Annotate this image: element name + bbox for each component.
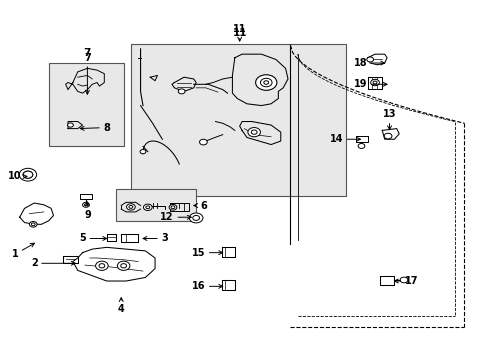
Circle shape: [140, 149, 145, 154]
Text: 17: 17: [394, 276, 417, 286]
Circle shape: [143, 204, 152, 211]
Circle shape: [255, 75, 276, 90]
Text: 10: 10: [8, 171, 27, 181]
Text: 7: 7: [83, 48, 91, 58]
Circle shape: [189, 213, 203, 223]
Circle shape: [31, 223, 35, 226]
Circle shape: [247, 127, 260, 137]
Text: 11: 11: [232, 24, 246, 41]
Circle shape: [264, 81, 268, 84]
Circle shape: [29, 221, 37, 227]
Text: 8: 8: [80, 122, 110, 132]
Text: 11: 11: [232, 28, 246, 38]
Circle shape: [99, 264, 104, 268]
Circle shape: [19, 168, 37, 181]
Text: 19: 19: [353, 79, 386, 89]
Text: 3: 3: [143, 234, 168, 243]
Text: 5: 5: [79, 234, 106, 243]
Text: 14: 14: [329, 134, 360, 144]
Text: 4: 4: [118, 298, 124, 314]
Text: 13: 13: [382, 109, 395, 130]
Circle shape: [129, 206, 133, 208]
Circle shape: [84, 204, 87, 206]
Circle shape: [95, 261, 108, 270]
Circle shape: [370, 79, 379, 86]
Circle shape: [199, 139, 207, 145]
Circle shape: [121, 264, 126, 268]
Circle shape: [82, 202, 89, 207]
Circle shape: [169, 204, 177, 210]
Circle shape: [357, 144, 364, 148]
Circle shape: [23, 171, 33, 178]
Circle shape: [126, 204, 135, 210]
Bar: [131, 44, 346, 196]
Circle shape: [117, 261, 130, 270]
Circle shape: [372, 81, 376, 84]
Circle shape: [178, 89, 184, 94]
Circle shape: [260, 78, 271, 87]
Text: 16: 16: [191, 281, 222, 291]
Circle shape: [171, 206, 175, 209]
Circle shape: [366, 57, 373, 62]
Text: 18: 18: [353, 58, 384, 68]
Circle shape: [251, 130, 257, 134]
Circle shape: [145, 206, 149, 209]
Text: 12: 12: [160, 212, 191, 222]
Text: 1: 1: [11, 243, 34, 260]
Circle shape: [384, 133, 391, 139]
Bar: [49, 63, 123, 146]
Circle shape: [192, 215, 199, 220]
Text: 9: 9: [84, 202, 91, 220]
Text: 2: 2: [31, 258, 75, 268]
Bar: [116, 189, 196, 221]
Circle shape: [67, 123, 73, 127]
Text: 15: 15: [191, 248, 222, 258]
Text: 7: 7: [84, 53, 91, 94]
Circle shape: [399, 277, 407, 283]
Circle shape: [23, 171, 33, 178]
Text: 6: 6: [193, 201, 206, 211]
